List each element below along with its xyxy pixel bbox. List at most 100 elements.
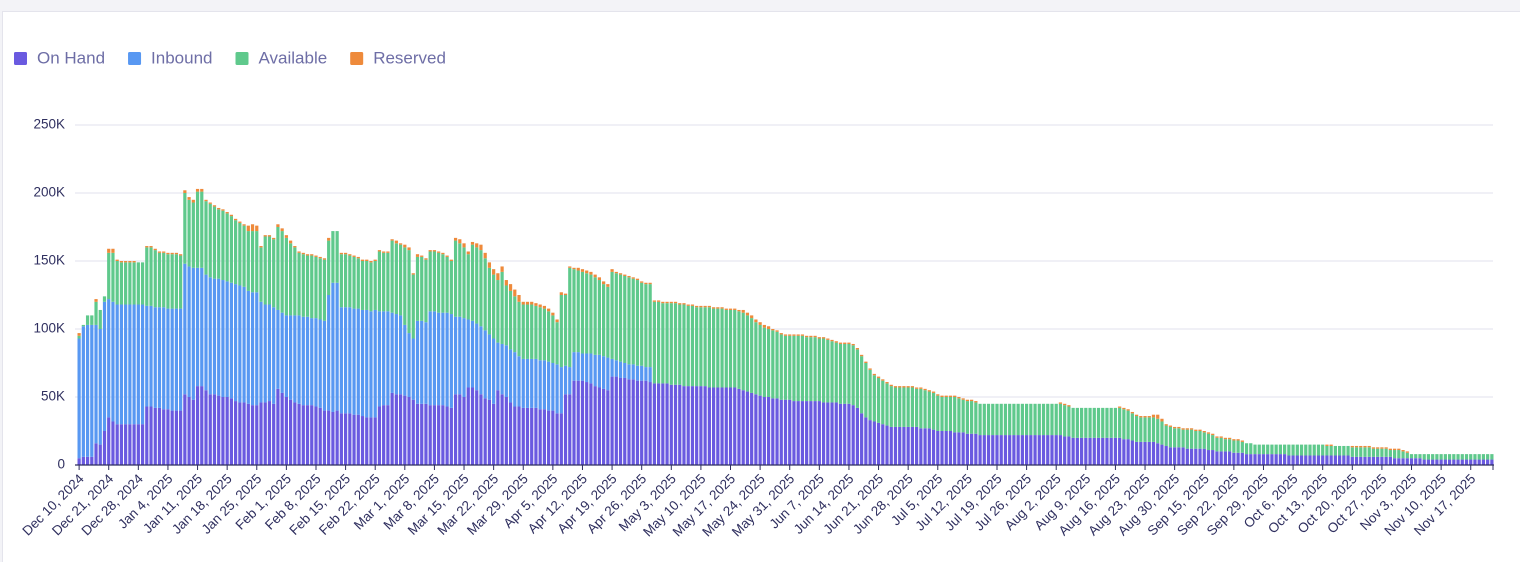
bar-segment <box>682 304 686 387</box>
bar-segment <box>322 320 327 411</box>
bar-segment <box>1173 447 1177 465</box>
bar-segment <box>479 250 483 327</box>
bar-segment <box>580 353 585 381</box>
bar-segment <box>437 252 441 313</box>
bar-segment <box>166 252 170 255</box>
bar-segment <box>318 256 322 259</box>
bar-segment <box>809 335 813 338</box>
bar-segment <box>466 254 470 320</box>
bar-segment <box>411 338 415 400</box>
bar-segment <box>1156 443 1160 465</box>
bar-segment <box>834 402 838 465</box>
bar-segment <box>551 312 555 316</box>
bar-segment <box>847 342 851 344</box>
bar-segment <box>644 380 648 465</box>
bar-segment <box>191 199 195 203</box>
bar-segment <box>1215 436 1219 438</box>
bar-segment <box>453 240 458 317</box>
bar-segment <box>813 401 817 465</box>
bar-segment <box>1122 407 1126 410</box>
bar-segment <box>1244 454 1249 465</box>
bar-segment <box>766 329 771 397</box>
bar-segment <box>965 433 969 465</box>
bar-segment <box>458 239 462 244</box>
bar-segment <box>678 303 682 305</box>
bar-segment <box>234 401 238 465</box>
bar-segment <box>970 399 974 402</box>
bar-segment <box>1295 455 1299 465</box>
bar-segment <box>398 244 403 316</box>
bar-segment <box>724 309 728 388</box>
bar-segment <box>145 305 149 407</box>
bar-segment <box>906 426 910 465</box>
bar-segment <box>1257 454 1261 465</box>
bar-segment <box>826 402 830 465</box>
bar-segment <box>445 312 449 407</box>
bar-segment <box>301 405 305 465</box>
bar-segment <box>1261 444 1266 455</box>
bar-segment <box>690 386 695 465</box>
bar-segment <box>1202 431 1206 433</box>
bar-segment <box>441 254 445 313</box>
bar-segment <box>314 406 318 465</box>
bar-segment <box>255 292 259 406</box>
bar-segment <box>618 377 623 465</box>
bar-segment <box>191 267 195 400</box>
y-tick-label: 250K <box>33 117 65 132</box>
bar-segment <box>1067 405 1071 407</box>
bar-segment <box>1350 456 1354 465</box>
bar-segment <box>953 432 957 465</box>
bar-segment <box>597 280 601 355</box>
bar-segment <box>373 309 377 418</box>
bar-segment <box>407 250 411 334</box>
bar-segment <box>737 309 741 312</box>
bar-segment <box>1134 414 1139 417</box>
bar-segment <box>1321 455 1325 465</box>
bar-segment <box>563 293 568 295</box>
bar-segment <box>432 251 437 312</box>
bar-segment <box>589 271 593 275</box>
bar-segment <box>420 255 424 257</box>
bar-segment <box>513 296 517 353</box>
bar-segment <box>437 312 441 406</box>
bar-segment <box>314 318 318 407</box>
bar-segment <box>267 235 272 237</box>
bar-segment <box>779 334 783 400</box>
bar-segment <box>1063 403 1067 406</box>
bar-segment <box>817 401 821 465</box>
bar-segment <box>369 417 373 465</box>
bar-segment <box>741 309 745 313</box>
bar-segment <box>276 388 280 465</box>
bar-segment <box>293 315 297 403</box>
bar-segment <box>572 352 576 381</box>
bar-segment <box>517 301 521 357</box>
bar-segment <box>394 394 398 465</box>
bar-segment <box>906 387 910 427</box>
bar-segment <box>1439 454 1443 460</box>
bar-segment <box>1126 409 1130 411</box>
bar-segment <box>343 252 348 255</box>
bar-segment <box>504 280 508 286</box>
legend-label: Available <box>259 48 328 67</box>
bar-segment <box>1147 416 1151 418</box>
bar-segment <box>893 386 898 388</box>
bar-segment <box>792 335 796 402</box>
bar-segment <box>377 250 382 252</box>
bar-segment <box>568 266 572 268</box>
bar-segment <box>305 255 310 317</box>
bar-segment <box>673 303 678 385</box>
bar-segment <box>1456 454 1460 460</box>
bar-segment <box>728 309 733 388</box>
bar-segment <box>128 304 132 425</box>
bar-segment <box>377 406 382 465</box>
bar-segment <box>1325 445 1329 456</box>
bar-segment <box>631 379 635 465</box>
bar-segment <box>547 311 551 362</box>
bar-segment <box>521 301 525 305</box>
bar-segment <box>1329 445 1333 456</box>
bar-segment <box>551 363 555 411</box>
bar-segment <box>1232 452 1236 465</box>
bar-segment <box>593 354 597 387</box>
bar-segment <box>525 358 530 408</box>
